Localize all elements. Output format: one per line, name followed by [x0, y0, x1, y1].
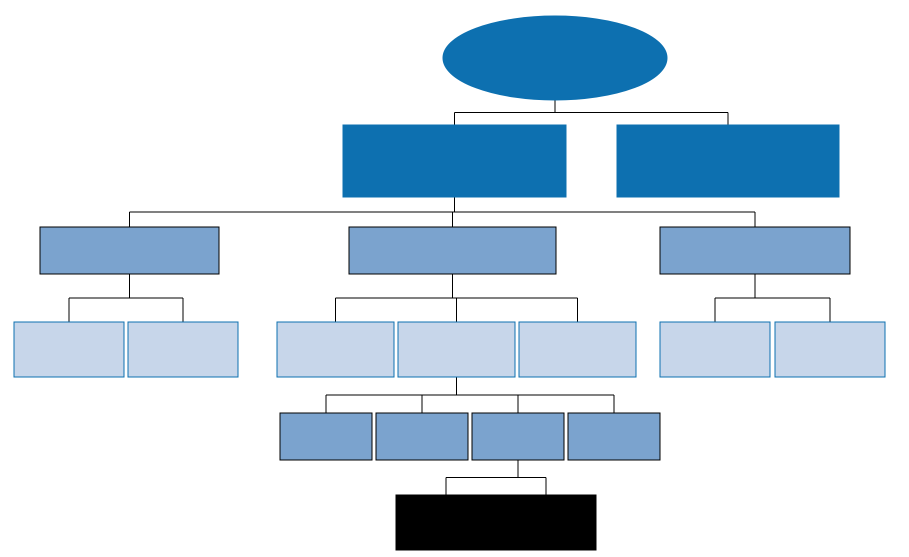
node-l5: [396, 495, 596, 550]
nodes-layer: [14, 16, 885, 550]
node-l3c2: [775, 322, 885, 377]
node-l3c1: [660, 322, 770, 377]
node-l1b: [617, 125, 839, 197]
node-l4a: [280, 413, 372, 460]
node-l4c: [472, 413, 564, 460]
node-l4d: [568, 413, 660, 460]
node-l2b: [349, 227, 556, 274]
node-l3b2: [398, 322, 515, 377]
node-l3a2: [128, 322, 238, 377]
org-chart: [0, 0, 909, 557]
node-l4b: [376, 413, 468, 460]
node-l3b1: [277, 322, 394, 377]
node-l2a: [40, 227, 219, 274]
node-root: [443, 16, 667, 100]
node-l1a: [343, 125, 566, 197]
node-l3b3: [519, 322, 636, 377]
node-l2c: [660, 227, 850, 274]
node-l3a1: [14, 322, 124, 377]
